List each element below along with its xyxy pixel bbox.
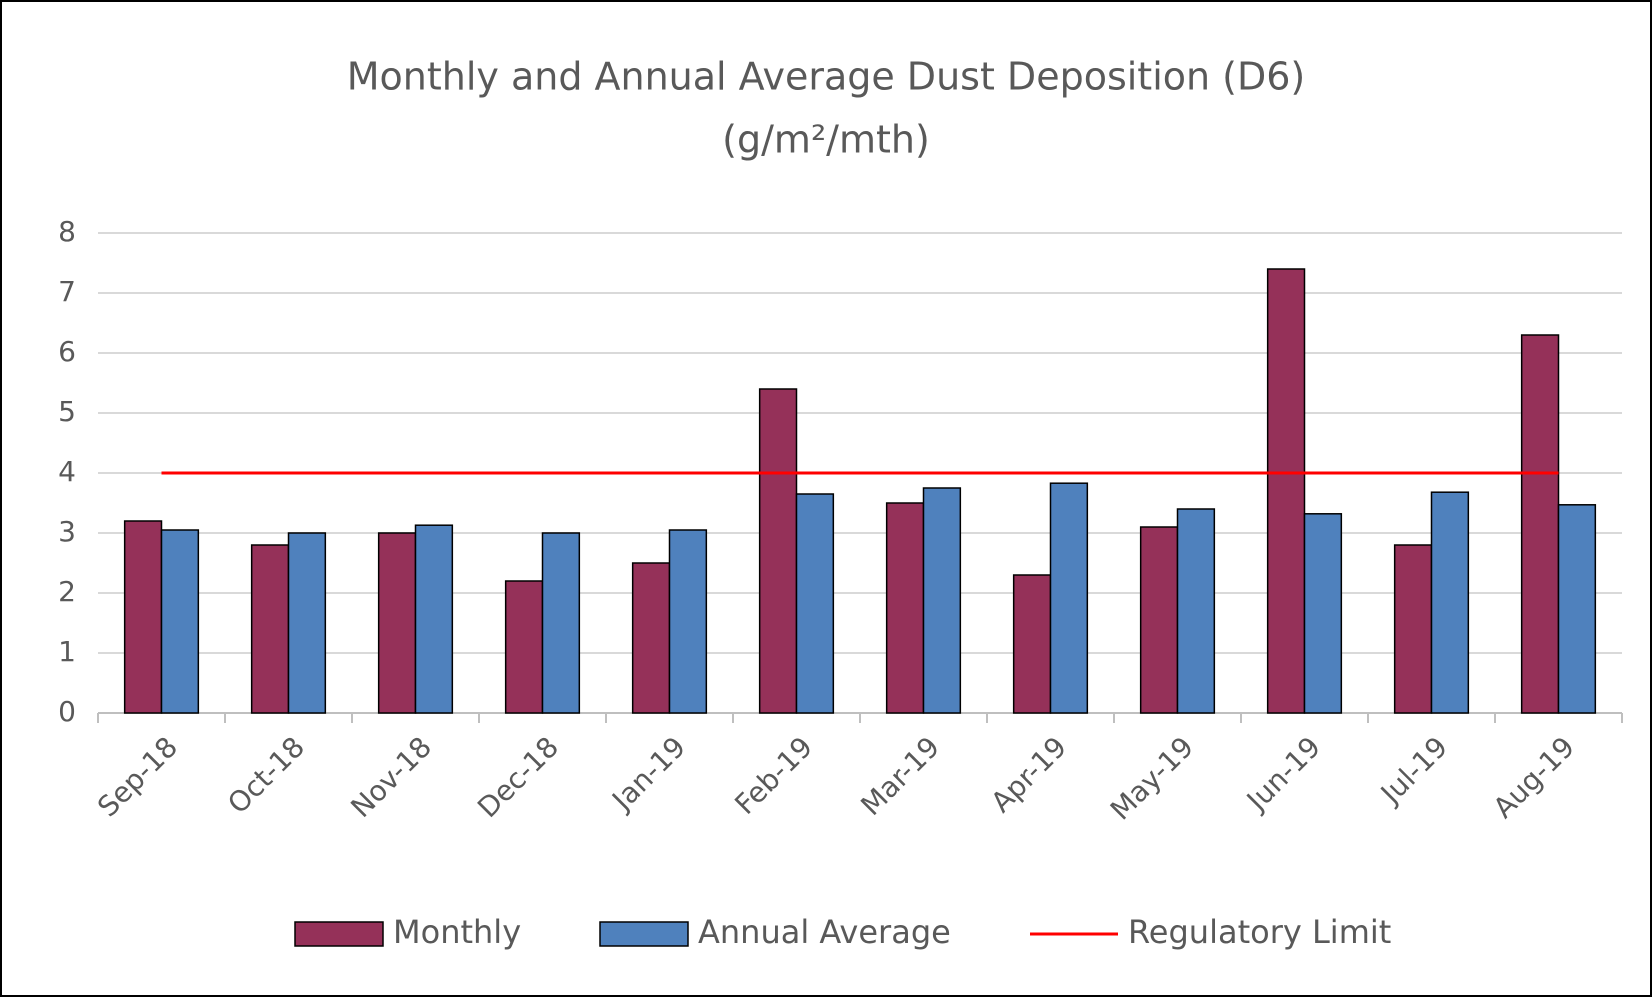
legend-label: Regulatory Limit: [1128, 913, 1391, 951]
bar: [631, 562, 671, 714]
bar: [1049, 482, 1089, 714]
chart-subtitle: (g/m²/mth): [722, 118, 930, 162]
bar: [377, 532, 417, 714]
bar: [504, 580, 544, 714]
bar: [1393, 544, 1433, 714]
bar: [414, 524, 454, 714]
bar: [160, 529, 200, 714]
bar: [1520, 334, 1560, 714]
bar: [795, 493, 835, 714]
bar: [1176, 508, 1216, 714]
bar: [287, 532, 327, 714]
bar: [758, 388, 798, 714]
y-tick-label: 4: [58, 455, 76, 488]
bar: [1012, 574, 1052, 714]
legend-swatch: [294, 921, 384, 947]
bar: [922, 487, 962, 714]
y-tick-label: 6: [58, 335, 76, 368]
bar: [1266, 268, 1306, 714]
bar: [1430, 491, 1470, 714]
legend-swatch: [599, 921, 689, 947]
bar: [123, 520, 163, 714]
bar: [885, 502, 925, 714]
legend-label: Annual Average: [698, 913, 951, 951]
chart-title: Monthly and Annual Average Dust Depositi…: [347, 55, 1306, 99]
y-tick-label: 5: [58, 395, 76, 428]
y-tick-label: 2: [58, 575, 76, 608]
bar: [541, 532, 581, 714]
bar: [1139, 526, 1179, 714]
legend-label: Monthly: [393, 913, 521, 951]
bar: [250, 544, 290, 714]
bar: [1303, 513, 1343, 714]
bar: [668, 529, 708, 714]
y-tick-label: 3: [58, 515, 76, 548]
y-tick-label: 0: [58, 695, 76, 728]
y-tick-label: 8: [58, 215, 76, 248]
y-tick-label: 1: [58, 635, 76, 668]
bar: [1557, 504, 1597, 714]
y-tick-label: 7: [58, 275, 76, 308]
